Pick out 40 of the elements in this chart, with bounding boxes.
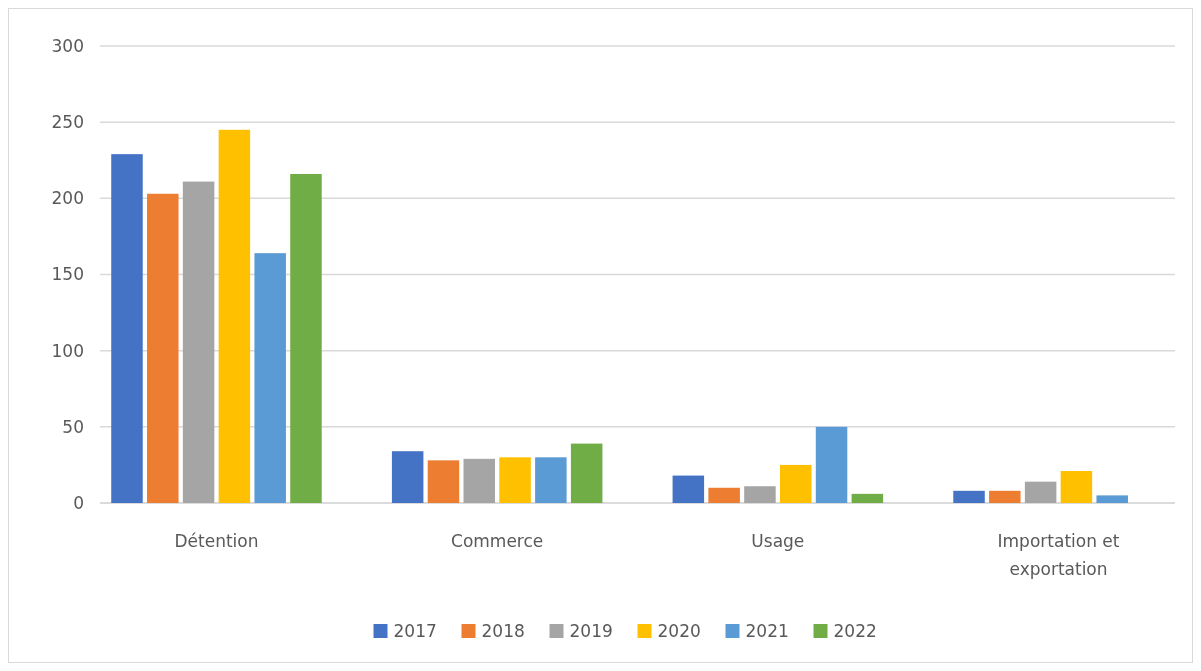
bar: [570, 443, 603, 503]
bar: [672, 475, 705, 503]
bar: [254, 253, 286, 503]
bar: [779, 464, 812, 503]
legend-label: 2020: [657, 620, 701, 641]
bar: [290, 173, 322, 503]
x-tick-label: Importation et exportation: [997, 531, 1120, 579]
bar: [463, 458, 496, 503]
bar: [1024, 481, 1057, 503]
x-tick-label: Détention: [174, 531, 259, 551]
bar: [182, 181, 215, 503]
bar: [851, 493, 884, 503]
legend-label: 2019: [569, 620, 613, 641]
legend-label: 2021: [745, 620, 789, 641]
y-tick-label: 150: [51, 264, 84, 285]
x-tick-label: Usage: [751, 531, 805, 551]
y-tick-label: 50: [62, 416, 84, 437]
x-tick-label: Commerce: [451, 531, 544, 551]
bar: [744, 486, 776, 503]
bar: [111, 154, 143, 503]
bar: [815, 426, 848, 503]
y-tick-label: 200: [51, 188, 84, 209]
legend-label: 2018: [481, 620, 525, 641]
bar: [391, 451, 424, 503]
bar: [953, 490, 985, 503]
y-tick-label: 300: [51, 35, 84, 56]
bar: [708, 487, 740, 503]
y-tick-label: 250: [51, 112, 84, 133]
bar: [147, 193, 179, 503]
bar: [1060, 471, 1093, 503]
bar: [499, 457, 531, 503]
y-tick-label: 0: [73, 492, 84, 513]
bar: [1096, 495, 1128, 503]
bar: [989, 490, 1021, 503]
legend-label: 2022: [833, 620, 877, 641]
bar: [535, 457, 567, 503]
bar: [218, 129, 251, 503]
y-tick-label: 100: [51, 340, 84, 361]
bar: [427, 460, 460, 503]
legend-label: 2017: [393, 620, 437, 641]
